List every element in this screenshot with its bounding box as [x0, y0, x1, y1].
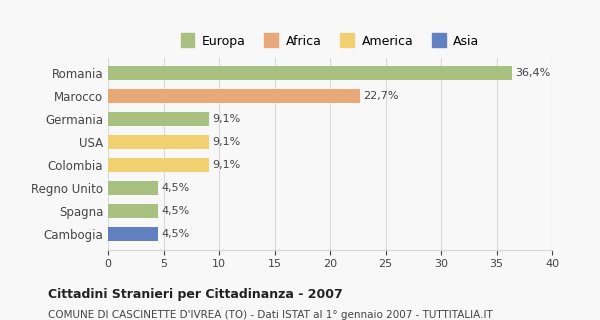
Text: COMUNE DI CASCINETTE D'IVREA (TO) - Dati ISTAT al 1° gennaio 2007 - TUTTITALIA.I: COMUNE DI CASCINETTE D'IVREA (TO) - Dati…: [48, 310, 493, 320]
Text: 36,4%: 36,4%: [515, 68, 551, 78]
Text: 9,1%: 9,1%: [212, 114, 241, 124]
Bar: [108, 112, 209, 126]
Bar: [108, 66, 512, 80]
Text: 9,1%: 9,1%: [212, 137, 241, 147]
Text: 4,5%: 4,5%: [161, 183, 190, 193]
Legend: Europa, Africa, America, Asia: Europa, Africa, America, Asia: [176, 29, 485, 53]
Bar: [108, 227, 158, 241]
Text: 9,1%: 9,1%: [212, 160, 241, 170]
Bar: [108, 204, 158, 218]
Text: 4,5%: 4,5%: [161, 229, 190, 239]
Bar: [108, 181, 158, 195]
Bar: [108, 135, 209, 149]
Text: 4,5%: 4,5%: [161, 206, 190, 216]
Text: Cittadini Stranieri per Cittadinanza - 2007: Cittadini Stranieri per Cittadinanza - 2…: [48, 288, 343, 301]
Bar: [108, 89, 360, 103]
Bar: [108, 158, 209, 172]
Text: 22,7%: 22,7%: [364, 91, 399, 101]
